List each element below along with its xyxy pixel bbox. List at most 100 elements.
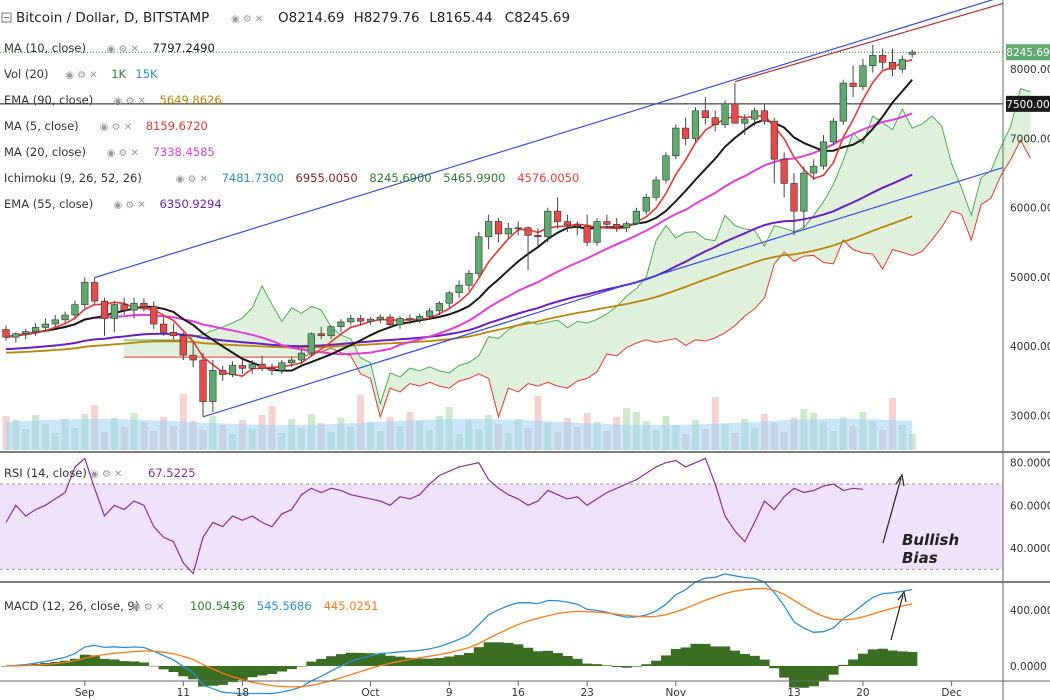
candle-body[interactable] [12, 333, 20, 338]
candle-body[interactable] [731, 103, 739, 124]
candle-body[interactable] [110, 304, 118, 319]
candle-body[interactable] [386, 316, 394, 325]
candle-body[interactable] [160, 323, 168, 333]
legend-settings-icons[interactable]: ◉ ⚙ ✕ [65, 70, 97, 81]
candle-body[interactable] [485, 221, 493, 238]
candle-body[interactable] [376, 316, 384, 320]
rsi-settings-icons[interactable]: ◉ ⚙ ✕ [90, 469, 122, 480]
candle-body[interactable] [268, 368, 276, 371]
candle-body[interactable] [691, 110, 700, 139]
candle-body[interactable] [71, 304, 79, 316]
candle-body[interactable] [347, 318, 355, 323]
price-axis[interactable]: 8000.00 7000.00 6000.00 5000.00 4000.00 3000.… [1010, 64, 1050, 422]
candle-body[interactable] [356, 318, 365, 322]
candle-body[interactable] [682, 127, 690, 139]
candle-body[interactable] [593, 221, 601, 243]
candle-body[interactable] [150, 306, 158, 325]
candle-body[interactable] [179, 335, 187, 356]
candle-body[interactable] [248, 363, 256, 369]
candle-body[interactable] [209, 370, 217, 402]
candle-body[interactable] [790, 183, 798, 212]
candle-body[interactable] [810, 165, 818, 174]
candle-body[interactable] [327, 326, 335, 337]
upper-trendline[interactable] [94, 0, 1003, 279]
candle-body[interactable] [366, 318, 375, 322]
candle-body[interactable] [563, 221, 572, 226]
candle-body[interactable] [711, 117, 719, 125]
candle-body[interactable] [445, 292, 453, 304]
candle-body[interactable] [435, 302, 444, 312]
candle-body[interactable] [573, 224, 581, 227]
legend-settings-icons[interactable]: ◉ ⚙ ✕ [107, 44, 139, 55]
candle-body[interactable] [760, 110, 769, 122]
candle-body[interactable] [672, 127, 680, 157]
candle-body[interactable] [652, 179, 660, 198]
candle-body[interactable] [721, 103, 729, 125]
candle-body[interactable] [475, 236, 483, 274]
candle-body[interactable] [337, 321, 345, 328]
candle-body[interactable] [455, 284, 463, 294]
macd-axis[interactable]: 400.0000 0.0000 [1010, 605, 1050, 673]
candle-body[interactable] [416, 316, 424, 321]
collapse-icon[interactable] [1, 12, 12, 23]
candle-body[interactable] [199, 359, 207, 402]
candle-body[interactable] [465, 273, 473, 286]
candle-body[interactable] [307, 333, 315, 354]
candle-body[interactable] [544, 210, 552, 238]
candle-body[interactable] [800, 172, 808, 212]
candle-body[interactable] [553, 210, 562, 222]
legend-settings-icons[interactable]: ◉ ⚙ ✕ [114, 200, 146, 211]
candle-body[interactable] [583, 226, 591, 243]
candle-body[interactable] [425, 310, 434, 317]
candle-body[interactable] [2, 329, 10, 338]
trendlines[interactable] [94, 0, 1004, 418]
candle-body[interactable] [258, 363, 266, 369]
legend-settings-icons[interactable]: ◉ ⚙ ✕ [107, 148, 139, 159]
candle-body[interactable] [741, 118, 749, 124]
candle-body[interactable] [879, 55, 887, 63]
candle-body[interactable] [228, 365, 237, 375]
resistance-trendline[interactable] [734, 2, 1004, 83]
candle-body[interactable] [22, 331, 30, 334]
candle-body[interactable] [524, 227, 532, 236]
candle-body[interactable] [140, 302, 148, 307]
candle-body[interactable] [514, 227, 522, 230]
legend-settings-icons[interactable]: ◉ ⚙ ✕ [114, 96, 146, 107]
candle-body[interactable] [869, 55, 877, 67]
candle-body[interactable] [189, 354, 197, 361]
legend-settings-icons[interactable]: ◉ ⚙ ✕ [176, 174, 208, 185]
candle-body[interactable] [169, 332, 178, 337]
candle-body[interactable] [31, 327, 40, 332]
candle-body[interactable] [908, 51, 916, 55]
candle-body[interactable] [396, 318, 404, 325]
candle-body[interactable] [632, 210, 640, 224]
candle-body[interactable] [819, 141, 828, 167]
candle-body[interactable] [41, 323, 49, 328]
rsi-axis[interactable]: 80.0000 60.0000 40.0000 [1010, 458, 1050, 555]
time-axis[interactable]: Sep 11 18 Oct 9 16 23 Nov 13 20 Dec [75, 681, 962, 699]
legend-settings-icons[interactable]: ◉ ⚙ ✕ [100, 122, 132, 133]
candle-body[interactable] [534, 235, 542, 238]
candles[interactable] [2, 45, 916, 417]
candle-body[interactable] [238, 365, 247, 369]
candle-body[interactable] [51, 319, 59, 325]
candle-body[interactable] [829, 120, 837, 143]
candle-body[interactable] [642, 197, 650, 212]
candle-body[interactable] [622, 223, 631, 229]
candle-body[interactable] [662, 155, 670, 181]
header-settings-icons[interactable]: ◉ ⚙ ✕ [231, 14, 263, 25]
candle-body[interactable] [91, 282, 99, 302]
lower-trendline[interactable] [202, 166, 1004, 418]
candle-body[interactable] [317, 333, 325, 337]
candle-body[interactable] [494, 221, 503, 235]
candle-body[interactable] [750, 110, 759, 120]
candle-body[interactable] [120, 304, 128, 311]
candle-body[interactable] [888, 62, 897, 70]
candle-body[interactable] [839, 82, 847, 122]
candle-body[interactable] [278, 362, 286, 371]
candle-body[interactable] [780, 158, 788, 184]
candle-body[interactable] [898, 59, 906, 70]
candle-body[interactable] [100, 300, 109, 319]
candle-body[interactable] [859, 65, 867, 87]
candle-body[interactable] [81, 282, 89, 305]
